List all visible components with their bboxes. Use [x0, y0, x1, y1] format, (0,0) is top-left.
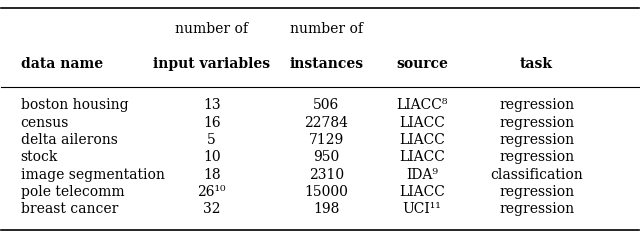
Text: boston housing: boston housing	[20, 99, 128, 113]
Text: data name: data name	[20, 57, 102, 71]
Text: number of: number of	[175, 22, 248, 36]
Text: 950: 950	[313, 150, 339, 165]
Text: LIACC⁸: LIACC⁸	[396, 99, 447, 113]
Text: 2310: 2310	[309, 168, 344, 182]
Text: breast cancer: breast cancer	[20, 202, 118, 216]
Text: source: source	[396, 57, 448, 71]
Text: regression: regression	[499, 99, 574, 113]
Text: IDA⁹: IDA⁹	[406, 168, 438, 182]
Text: 32: 32	[203, 202, 220, 216]
Text: LIACC: LIACC	[399, 116, 445, 130]
Text: 18: 18	[203, 168, 221, 182]
Text: 7129: 7129	[308, 133, 344, 147]
Text: regression: regression	[499, 133, 574, 147]
Text: instances: instances	[289, 57, 364, 71]
Text: delta ailerons: delta ailerons	[20, 133, 117, 147]
Text: LIACC: LIACC	[399, 185, 445, 199]
Text: task: task	[520, 57, 553, 71]
Text: 26¹⁰: 26¹⁰	[197, 185, 226, 199]
Text: 15000: 15000	[305, 185, 348, 199]
Text: regression: regression	[499, 150, 574, 165]
Text: census: census	[20, 116, 69, 130]
Text: pole telecomm: pole telecomm	[20, 185, 124, 199]
Text: UCI¹¹: UCI¹¹	[403, 202, 442, 216]
Text: regression: regression	[499, 185, 574, 199]
Text: LIACC: LIACC	[399, 133, 445, 147]
Text: 22784: 22784	[305, 116, 348, 130]
Text: classification: classification	[490, 168, 583, 182]
Text: number of: number of	[290, 22, 363, 36]
Text: 198: 198	[313, 202, 340, 216]
Text: input variables: input variables	[153, 57, 270, 71]
Text: regression: regression	[499, 116, 574, 130]
Text: LIACC: LIACC	[399, 150, 445, 165]
Text: 506: 506	[313, 99, 339, 113]
Text: image segmentation: image segmentation	[20, 168, 164, 182]
Text: 5: 5	[207, 133, 216, 147]
Text: 13: 13	[203, 99, 221, 113]
Text: 16: 16	[203, 116, 221, 130]
Text: regression: regression	[499, 202, 574, 216]
Text: stock: stock	[20, 150, 58, 165]
Text: 10: 10	[203, 150, 221, 165]
